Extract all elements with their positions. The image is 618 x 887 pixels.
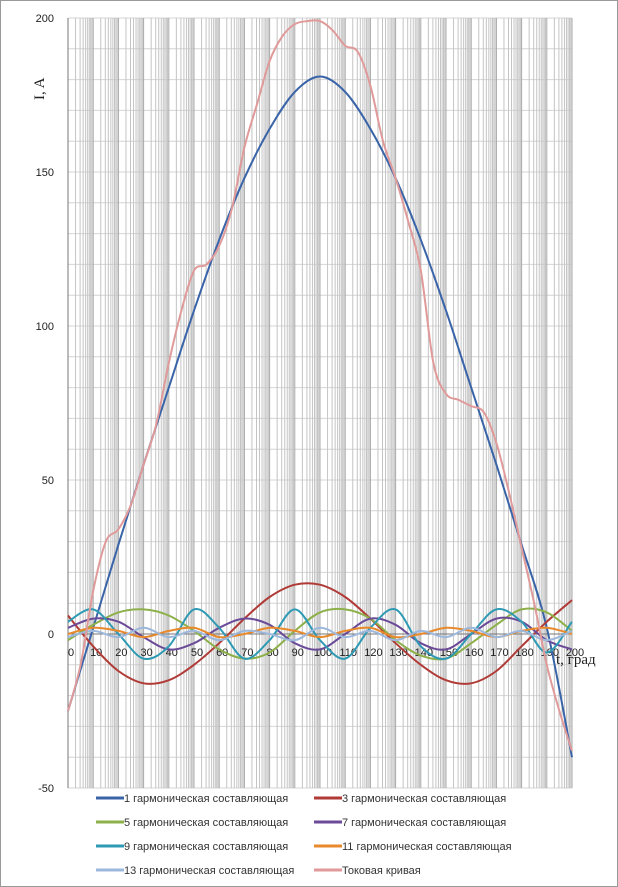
y-tick-label: 200 [36, 13, 54, 25]
x-tick-label: 180 [515, 647, 533, 659]
x-tick-label: 90 [292, 647, 304, 659]
legend-entry: Токовая кривая [342, 865, 421, 877]
x-tick-label: 160 [465, 647, 483, 659]
y-tick-label: 0 [48, 629, 54, 641]
legend-entry: 1 гармоническая составляющая [124, 793, 288, 805]
x-tick-label: 80 [266, 647, 278, 659]
x-axis-label: t, град [556, 652, 596, 668]
legend-entry: 5 гармоническая составляющая [124, 817, 288, 829]
legend-entry: 11 гармоническая составляющая [342, 841, 512, 853]
legend-entry: 3 гармоническая составляющая [342, 793, 506, 805]
x-tick-label: 70 [241, 647, 253, 659]
x-tick-label: 10 [90, 647, 102, 659]
y-tick-label: -50 [38, 783, 54, 795]
y-tick-label: 100 [36, 321, 54, 333]
series-line-6 [67, 626, 573, 639]
series-line-5 [67, 607, 573, 661]
series-line-4 [67, 616, 573, 651]
series-line-8 [67, 19, 573, 752]
series-lines [67, 19, 573, 758]
legend: 1 гармоническая составляющая 3 гармоничес… [96, 793, 512, 877]
x-tick-labels: 0 10 20 30 40 50 60 70 80 90 100 110 120 130 140 150 160… [68, 647, 584, 659]
x-tick-label: 30 [140, 647, 152, 659]
grid [67, 17, 573, 789]
y-axis-label: I, A [32, 77, 48, 100]
legend-entry: 7 гармоническая составляющая [342, 817, 506, 829]
y-tick-label: 50 [42, 475, 54, 487]
y-tick-label: 150 [36, 167, 54, 179]
series-line-3 [67, 607, 573, 661]
legend-entry: 9 гармоническая составляющая [124, 841, 288, 853]
x-tick-label: 20 [115, 647, 127, 659]
x-tick-label: 110 [339, 647, 357, 659]
x-tick-label: 120 [364, 647, 382, 659]
x-tick-label: 170 [490, 647, 508, 659]
x-tick-label: 50 [191, 647, 203, 659]
series-line-2 [67, 582, 573, 685]
x-tick-label: 200 [566, 647, 584, 659]
legend-entry: 13 гармоническая составляющая [124, 865, 294, 877]
y-tick-labels: 200 150 100 50 0 -50 [36, 13, 54, 795]
x-tick-label: 0 [68, 647, 74, 659]
series-line-7 [67, 626, 573, 642]
